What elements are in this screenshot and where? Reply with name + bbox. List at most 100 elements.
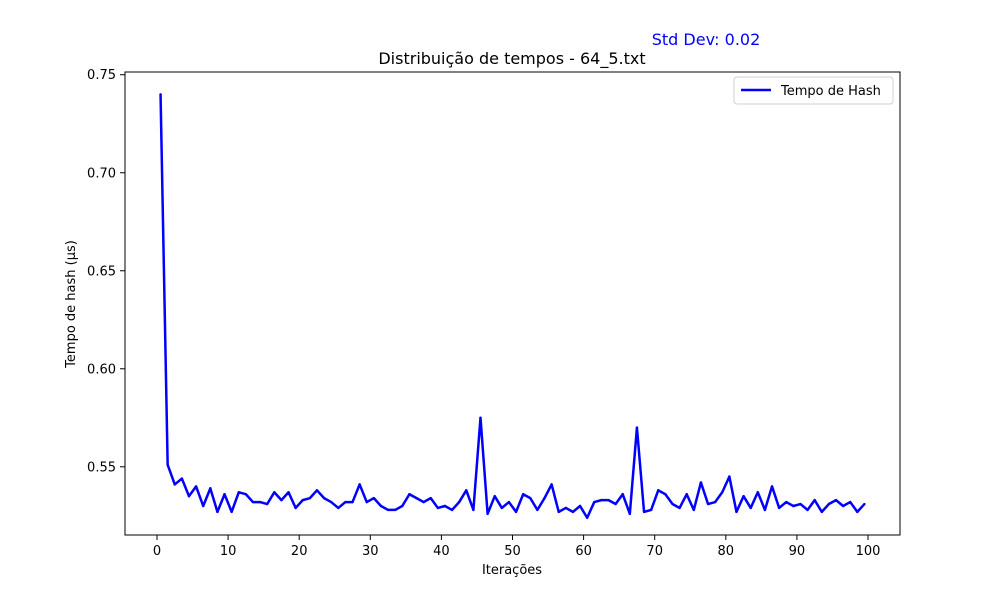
data-point: [329, 500, 333, 504]
data-point: [628, 512, 632, 516]
data-point: [273, 491, 276, 494]
data-point: [479, 416, 482, 419]
x-tick-label: 60: [575, 544, 592, 559]
data-point: [600, 498, 603, 502]
data-point: [315, 489, 319, 492]
data-point: [187, 494, 191, 498]
data-point: [820, 510, 823, 514]
data-point: [258, 500, 262, 504]
data-point: [344, 500, 347, 504]
data-point: [301, 498, 304, 502]
data-point: [806, 508, 809, 512]
axes: 0 10 20 30 40 50 60 70 80 90 100 0.55 0.60 0.65 0.70 0.…: [87, 68, 901, 559]
data-point: [465, 489, 468, 492]
data-point: [514, 510, 518, 514]
legend: Tempo de Hash: [733, 76, 894, 105]
data-point: [500, 506, 504, 510]
data-point: [322, 496, 326, 500]
data-point: [251, 500, 255, 504]
data-point: [649, 508, 653, 512]
x-tick-label: 90: [789, 544, 806, 559]
data-point: [507, 500, 511, 504]
data-point: [770, 485, 774, 488]
data-point: [571, 510, 575, 514]
data-point: [521, 493, 525, 496]
data-point: [841, 504, 845, 508]
chart-title: Distribuição de tempos - 64_5.txt: [378, 49, 645, 69]
data-point: [635, 426, 639, 429]
data-point: [422, 500, 425, 504]
y-tick-label: 0.75: [87, 68, 116, 83]
data-point: [166, 463, 169, 467]
x-tick-label: 70: [646, 544, 663, 559]
data-point: [699, 481, 703, 484]
data-point: [621, 493, 624, 496]
data-point: [849, 500, 852, 504]
data-point: [756, 491, 759, 494]
data-point: [202, 504, 205, 508]
data-point: [372, 496, 376, 500]
data-point: [585, 516, 589, 519]
data-point: [614, 502, 617, 506]
data-point: [713, 500, 717, 504]
data-point: [216, 510, 219, 514]
y-tick-label: 0.60: [87, 362, 116, 377]
y-tick-label: 0.70: [87, 166, 116, 181]
data-point: [415, 496, 418, 500]
data-point: [742, 494, 745, 498]
x-tick-label: 30: [362, 544, 379, 559]
data-point: [393, 508, 397, 512]
y-tick-label: 0.55: [87, 460, 116, 475]
data-point: [408, 493, 411, 496]
data-point: [863, 502, 866, 506]
data-point: [308, 496, 312, 500]
data-point: [785, 500, 788, 504]
data-point: [351, 500, 354, 504]
data-point: [457, 500, 461, 504]
data-point: [692, 508, 696, 512]
data-point: [379, 504, 383, 508]
data-point: [763, 508, 767, 512]
data-point: [223, 493, 226, 496]
data-point: [180, 477, 184, 480]
y-axis-label: Tempo de hash (µs): [64, 240, 79, 369]
data-point: [685, 493, 688, 496]
data-point: [294, 506, 297, 510]
data-point: [799, 502, 802, 506]
x-tick-label: 50: [504, 544, 521, 559]
data-point: [735, 510, 738, 514]
data-point: [578, 504, 582, 508]
data-point: [287, 491, 290, 494]
data-point: [543, 496, 546, 500]
data-point: [706, 502, 710, 506]
data-point: [749, 506, 752, 510]
data-point: [401, 504, 404, 508]
data-point: [642, 510, 646, 514]
data-point: [209, 487, 212, 490]
y-tick-label: 0.65: [87, 264, 116, 279]
data-point: [159, 93, 162, 96]
data-point: [386, 508, 390, 512]
data-point: [266, 502, 269, 506]
data-point: [657, 489, 660, 492]
data-point: [486, 512, 489, 516]
data-point: [813, 498, 816, 502]
data-point: [230, 510, 233, 514]
data-point: [337, 506, 340, 510]
x-tick-label: 40: [433, 544, 450, 559]
data-point: [856, 510, 859, 514]
data-point: [678, 506, 681, 510]
data-point: [280, 498, 283, 502]
legend-box: [733, 76, 894, 105]
data-point: [834, 498, 838, 502]
data-point: [827, 502, 831, 506]
data-point: [721, 491, 724, 494]
data-point: [671, 502, 674, 506]
data-point: [792, 504, 795, 508]
data-point: [493, 494, 496, 498]
data-point: [365, 500, 368, 504]
std-dev-annotation: Std Dev: 0.02: [652, 30, 761, 49]
data-point: [443, 504, 447, 508]
x-tick-label: 20: [291, 544, 308, 559]
